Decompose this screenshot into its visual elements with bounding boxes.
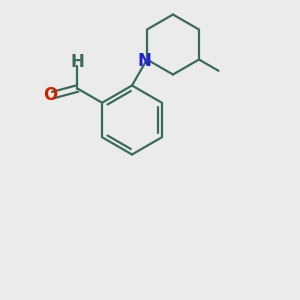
Text: N: N [137,52,151,70]
Text: H: H [70,52,84,70]
Text: O: O [43,86,58,104]
